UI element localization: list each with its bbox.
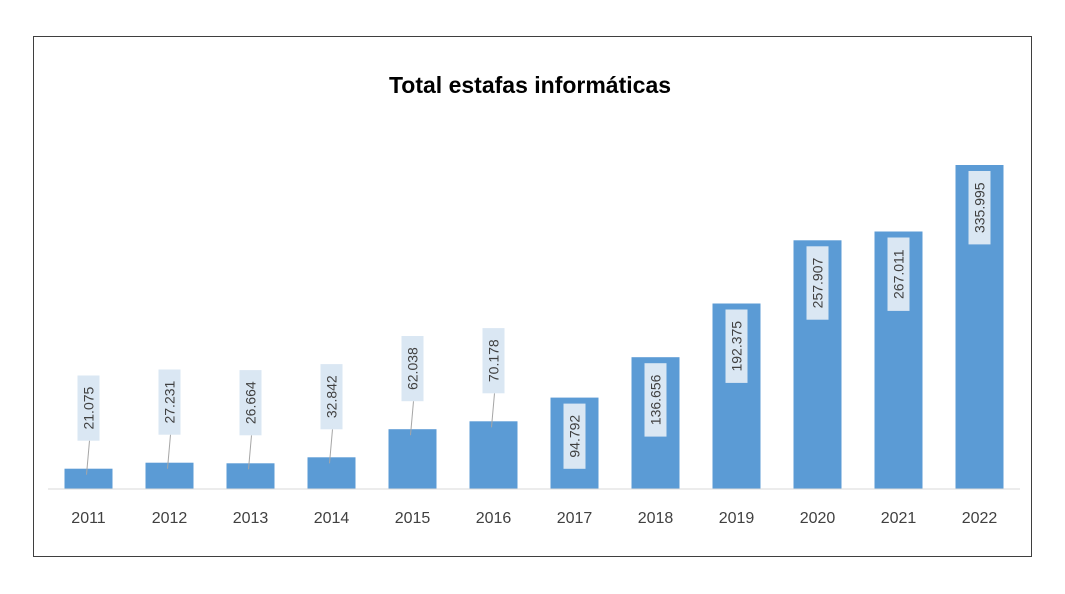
data-label-box-2018 [644,363,667,437]
data-label-box-2012 [158,369,181,435]
chart-title: Total estafas informáticas [389,72,671,98]
leader-line-2012 [167,434,171,469]
x-tick-label-2014: 2014 [314,510,350,527]
x-tick-label-2021: 2021 [881,510,917,527]
data-label-box-2014 [320,364,343,430]
data-label-2020: 257.907 [810,257,826,308]
x-tick-label-2013: 2013 [233,510,269,527]
data-label-2011: 21.075 [81,386,97,429]
data-label-2015: 62.038 [405,347,421,390]
x-tick-labels: 2011 2012 2013 2014 2015 2016 2017 2018 2019 2020… [71,510,997,527]
data-label-2018: 136.656 [648,374,664,425]
data-label-2022: 335.995 [972,182,988,233]
data-label-2016: 70.178 [486,339,502,382]
leader-line-2016 [491,393,495,428]
chart-frame: Total estafas informáticas 21.075 27.231 2… [33,36,1032,557]
data-label-box-2017 [563,403,586,469]
bars-layer [64,165,1004,489]
leader-line-2011 [86,440,90,475]
data-label-box-2013 [239,370,262,436]
bar-2014 [307,457,356,489]
data-label-2013: 26.664 [243,381,259,424]
data-label-2021: 267.011 [891,249,907,299]
leader-line-2015 [410,401,414,436]
data-label-2019: 192.375 [729,321,745,372]
bar-2016 [469,421,518,489]
x-tick-label-2019: 2019 [719,510,755,527]
x-tick-label-2017: 2017 [557,510,593,527]
bar-2011 [64,468,113,489]
data-label-box-2015 [401,336,424,402]
data-labels-layer: 21.075 27.231 26.664 32.842 62.038 70.178 94.7… [77,171,991,475]
data-label-box-2021 [887,237,910,311]
bar-2012 [145,462,194,489]
bar-chart: Total estafas informáticas 21.075 27.231 2… [48,72,1020,527]
data-label-box-2016 [482,328,505,394]
x-tick-label-2012: 2012 [152,510,188,527]
data-label-box-2022 [968,171,991,245]
leader-line-2014 [329,429,333,464]
leader-line-2013 [248,435,252,470]
data-label-box-2019 [725,309,748,383]
x-tick-label-2022: 2022 [962,510,998,527]
x-tick-label-2016: 2016 [476,510,512,527]
x-tick-label-2020: 2020 [800,510,836,527]
data-label-2014: 32.842 [324,375,340,418]
x-tick-label-2011: 2011 [71,510,106,527]
data-label-2017: 94.792 [567,415,583,458]
data-label-box-2020 [806,246,829,320]
data-label-box-2011 [77,375,100,441]
bar-2015 [388,429,437,489]
bar-2013 [226,463,275,489]
data-label-2012: 27.231 [162,380,178,423]
x-tick-label-2015: 2015 [395,510,431,527]
x-tick-label-2018: 2018 [638,510,674,527]
